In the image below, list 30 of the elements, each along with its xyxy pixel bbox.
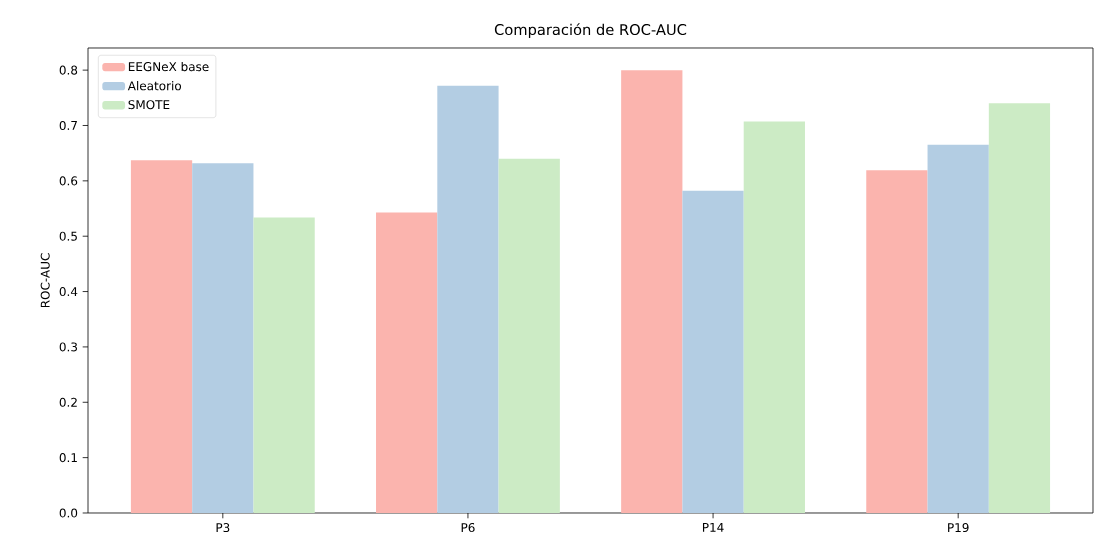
x-tick-label: P6 — [461, 523, 475, 533]
legend-label: Aleatorio — [127, 81, 182, 91]
legend-label: SMOTE — [128, 100, 170, 110]
bar — [621, 70, 683, 513]
bar — [498, 158, 560, 513]
bar — [988, 103, 1051, 513]
x-tick-label: P19 — [948, 523, 969, 533]
y-tick-label: 0.2 — [59, 397, 77, 407]
y-axis-title: ROC-AUC — [40, 253, 50, 308]
bar — [927, 144, 989, 513]
y-tick-label: 0.1 — [59, 453, 77, 463]
legend-label: EEGNeX base — [128, 61, 209, 72]
y-tick-label: 0.3 — [59, 342, 77, 352]
bar — [743, 121, 805, 513]
bar — [376, 212, 438, 513]
y-tick-label: 0.5 — [59, 231, 77, 241]
bar — [192, 163, 254, 513]
y-tick-label: 0.7 — [59, 120, 77, 131]
y-tick-label: 0.6 — [59, 176, 78, 186]
y-tick-label: 0.0 — [59, 508, 78, 518]
bar — [253, 217, 315, 513]
y-tick-label: 0.4 — [59, 287, 78, 297]
y-tick-label: 0.8 — [59, 65, 78, 75]
bar — [130, 160, 193, 513]
x-tick-label: P14 — [702, 523, 724, 532]
bar — [866, 170, 928, 513]
chart-title: Comparación de ROC-AUC — [494, 23, 687, 38]
x-tick-label: P3 — [216, 523, 230, 533]
bar — [437, 85, 499, 513]
bar — [682, 190, 744, 513]
